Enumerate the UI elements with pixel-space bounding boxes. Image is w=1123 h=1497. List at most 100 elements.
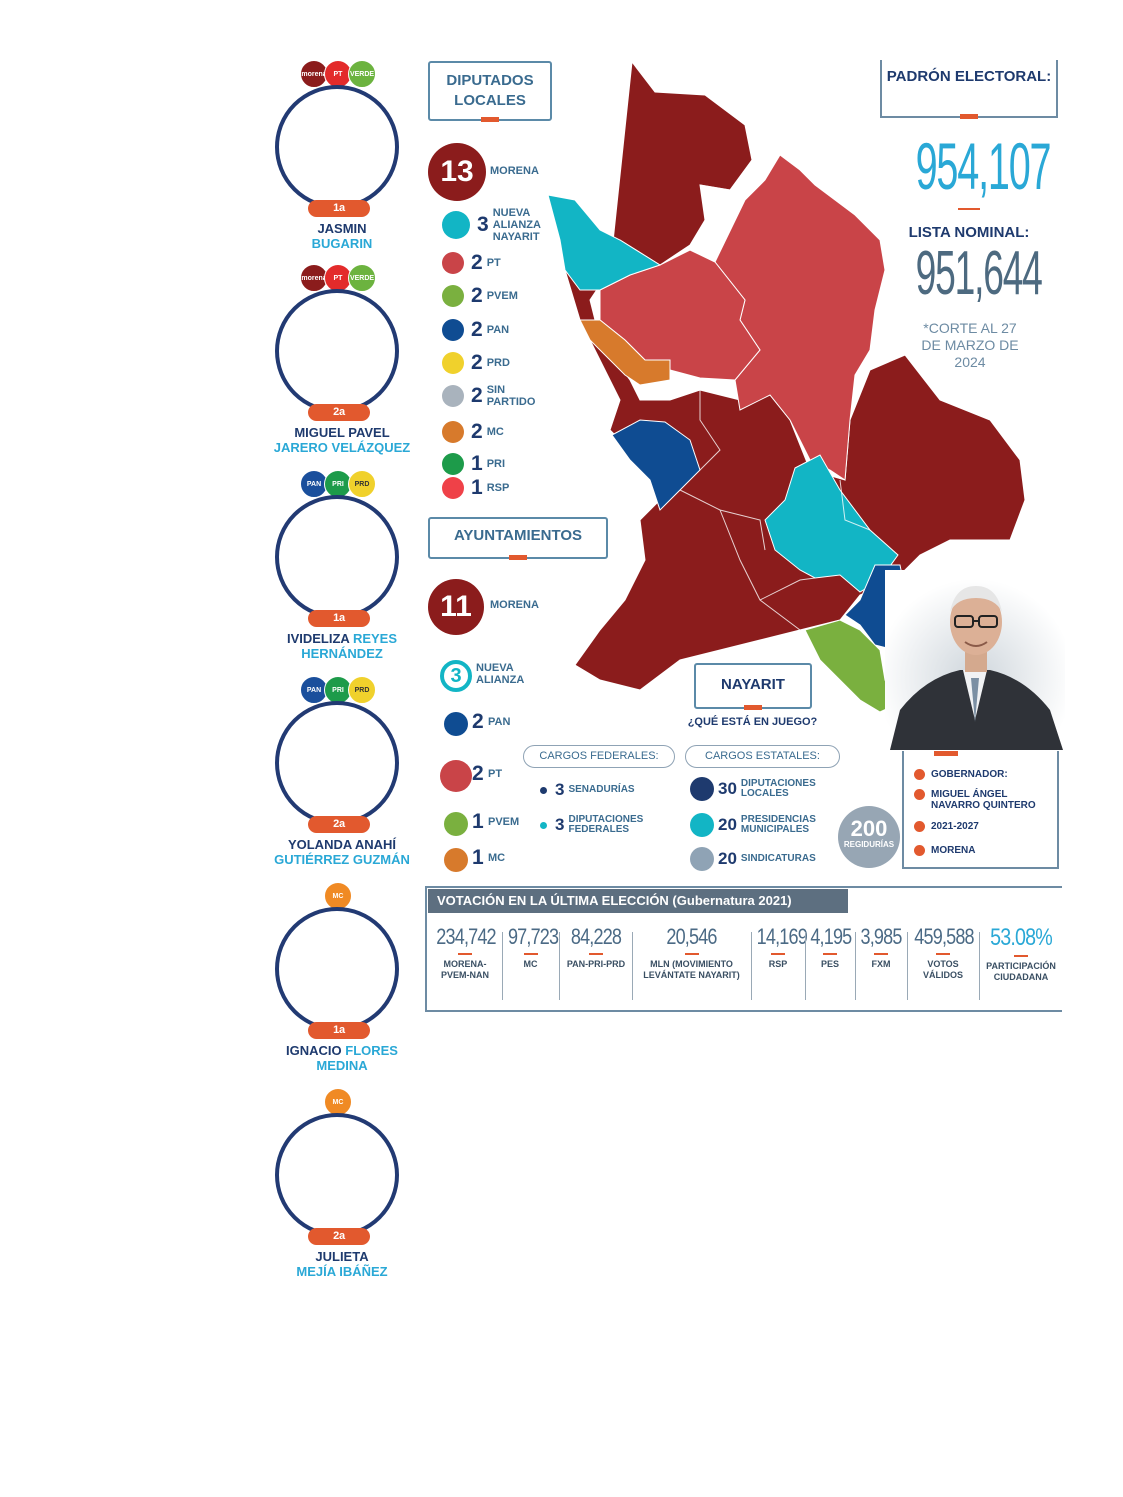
vote-separator (559, 932, 560, 1000)
cargo-estatal-item: 20 SINDICATURAS (690, 847, 816, 871)
party-logo-prd: PRD (348, 676, 376, 704)
candidate-photo-placeholder (275, 85, 399, 209)
legend-number: 2 (471, 284, 483, 307)
regidurias-number: 200 (850, 816, 888, 841)
governor-row: GOBERNADOR: (914, 769, 1008, 780)
cargo-label: DIPUTACIONES LOCALES (740, 778, 816, 799)
legend-dot (442, 285, 464, 307)
legend-dot (442, 352, 464, 374)
vote-cell: 3,985 FXM (856, 924, 906, 970)
party-logos: morena PT VERDE (300, 264, 376, 296)
vote-number: 20,546 (666, 924, 717, 949)
party-logo-pan: PAN (300, 676, 328, 704)
vote-separator (979, 932, 980, 1000)
party-logo-morena: morena (300, 60, 328, 88)
vote-cell: 97,723 MC (503, 924, 559, 970)
vote-separator (632, 932, 633, 1000)
cargo-dot (540, 786, 547, 794)
legend-number: 2 (472, 762, 484, 785)
diputados-legend-item: 2 SIN PARTIDO (442, 384, 557, 408)
map-region-pan-west (611, 419, 701, 511)
padron-note: *CORTE AL 27 DE MARZO DE 2024 (921, 320, 1019, 370)
cargos-estatales-pill: CARGOS ESTATALES: (685, 745, 840, 768)
nayarit-title: NAYARIT (721, 676, 785, 693)
vote-number: 3,985 (860, 924, 903, 949)
vote-number: 97,723 (507, 924, 559, 949)
legend-number: 2 (472, 710, 484, 733)
diputados-legend-item: 2 PVEM (442, 284, 518, 308)
cargo-label: SENADURÍAS (568, 784, 635, 795)
legend-label: PRD (486, 357, 510, 369)
legend-label: PT (488, 768, 503, 780)
cargo-dot (690, 813, 714, 837)
vote-separator (907, 932, 908, 1000)
diputados-legend-item: 1 PRI (442, 452, 505, 476)
party-logo-pri: PRI (324, 676, 352, 704)
vote-accent (523, 953, 538, 955)
vote-label: MLN (MOVIMIENTO LEVÁNTATE NAYARIT) (643, 959, 740, 980)
nayarit-subtitle: ¿QUÉ ESTÁ EN JUEGO? (687, 716, 818, 728)
vote-number: 53.08% (990, 924, 1053, 951)
vote-accent (936, 953, 950, 955)
vote-cell: 234,742 MORENA-PVEM-NAN (430, 924, 500, 981)
vote-cell: 84,228 PAN-PRI-PRD (560, 924, 632, 970)
formula-badge: 1a FÓRMULA (308, 200, 370, 231)
formula-badge: 2a FÓRMULA (308, 816, 370, 847)
candidate-name: YOLANDA ANAHÍ GUTIÉRREZ GUZMÁN (274, 837, 410, 867)
cargo-estatal-item: 30 DIPUTACIONES LOCALES (690, 777, 831, 801)
nayarit-title-box: NAYARIT (694, 663, 812, 710)
cargo-number: 3 (555, 815, 565, 834)
vote-label: FXM (871, 959, 891, 969)
legend-dot (442, 385, 464, 407)
regidurias-label: REGIDURÍAS (843, 840, 895, 849)
diputados-legend-item: 2 PT (442, 251, 501, 275)
legend-label: PVEM (486, 290, 518, 302)
party-logo-prd: PRD (348, 470, 376, 498)
party-logo-mc: MC (324, 882, 352, 910)
vote-accent (771, 953, 785, 955)
governor-box: GOBERNADOR: MIGUEL ÁNGEL NAVARRO QUINTER… (902, 751, 1059, 869)
diputados-title-box: DIPUTADOS LOCALES (428, 61, 552, 122)
legend-number: 2 (471, 351, 483, 374)
lista-nominal-label: LISTA NOMINAL: (908, 224, 1030, 241)
diputados-title: DIPUTADOS LOCALES (446, 72, 534, 109)
vote-accent (458, 953, 472, 955)
vote-accent (874, 953, 888, 955)
cargo-dot (540, 821, 547, 829)
legend-dot (440, 760, 472, 792)
vote-label: VOTOS VÁLIDOS (922, 959, 963, 980)
legend-dot (444, 848, 468, 872)
ayuntamientos-title: AYUNTAMIENTOS (453, 527, 583, 544)
votacion-title: VOTACIÓN EN LA ÚLTIMA ELECCIÓN (Gubernat… (428, 889, 848, 913)
legend-label: PRI (486, 458, 506, 470)
party-logos: morena PT VERDE (300, 60, 376, 92)
vote-number: 234,742 (436, 924, 496, 949)
governor-name: MIGUEL ÁNGEL NAVARRO QUINTERO (914, 789, 1057, 811)
map-region-nueva-alianza-c (764, 454, 899, 593)
vote-label: PES (820, 959, 839, 969)
party-logo-pri: PRI (324, 470, 352, 498)
candidate-name: JULIETA MEJÍA IBÁÑEZ (296, 1249, 388, 1279)
ayuntamientos-badge: 3 (440, 660, 472, 692)
diputados-legend-item: 1 RSP (442, 476, 509, 500)
legend-number: 1 (472, 846, 484, 869)
cargo-label: DIPUTACIONES FEDERALES (568, 814, 644, 835)
cargo-number: 20 (718, 815, 737, 834)
cargo-federal-item: 3 SENADURÍAS (540, 780, 635, 800)
diputados-legend-item: 2 PAN (442, 318, 509, 342)
vote-separator (751, 932, 752, 1000)
legend-label: PVEM (488, 816, 520, 828)
party-logo-mc: MC (324, 1088, 352, 1116)
vote-number: 4,195 (810, 924, 852, 949)
diputados-legend-item: 2 MC (442, 420, 504, 444)
padron-divider (958, 208, 980, 210)
party-logos: MC (324, 882, 352, 914)
legend-number: 2 (471, 384, 483, 407)
vote-number: 84,228 (570, 924, 622, 949)
vote-number: 459,588 (914, 924, 974, 949)
legend-label: MORENA (490, 599, 539, 611)
candidate-photo-placeholder (275, 495, 399, 619)
vote-number: 14,169 (756, 924, 808, 949)
participacion-cell: 53.08% PARTICIPACIÓN CIUDADANA (980, 924, 1062, 983)
map-region-mc (579, 319, 671, 386)
